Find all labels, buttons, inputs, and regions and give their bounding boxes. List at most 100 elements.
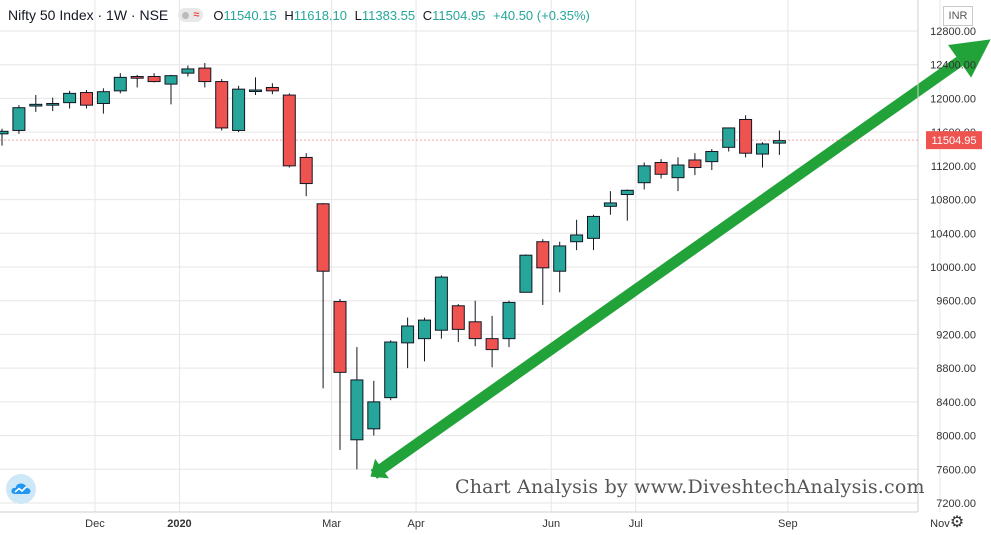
tradingview-logo-icon[interactable] xyxy=(6,474,36,504)
candle-body xyxy=(0,130,9,135)
candle-up[interactable] xyxy=(96,88,110,114)
candle-down[interactable] xyxy=(282,93,296,168)
candle-down[interactable] xyxy=(536,239,550,305)
candle-body xyxy=(553,245,567,272)
wave-icon: ≈ xyxy=(193,9,200,21)
candle-body xyxy=(367,401,381,430)
price-tick-label: 9600.00 xyxy=(936,296,976,308)
candle-up[interactable] xyxy=(418,317,431,362)
candle-up[interactable] xyxy=(181,65,195,77)
candle-up[interactable] xyxy=(46,97,60,112)
candle-down[interactable] xyxy=(299,153,313,197)
candle-body xyxy=(536,241,550,269)
high-label: H xyxy=(284,7,294,23)
candle-body xyxy=(570,234,584,243)
candle-down[interactable] xyxy=(265,83,279,95)
candle-body xyxy=(401,325,415,344)
candle-down[interactable] xyxy=(130,74,144,88)
candle-up[interactable] xyxy=(671,157,685,192)
candle-up[interactable] xyxy=(29,95,43,112)
time-tick-label: Mar xyxy=(322,518,341,530)
candle-down[interactable] xyxy=(215,79,229,131)
candle-up[interactable] xyxy=(587,214,600,251)
candle-up[interactable] xyxy=(756,142,769,168)
candle-down[interactable] xyxy=(198,63,212,88)
candle-up[interactable] xyxy=(705,149,719,171)
candle-up[interactable] xyxy=(367,380,381,436)
candle-up[interactable] xyxy=(164,74,178,105)
candle-body xyxy=(198,67,212,83)
candle-down[interactable] xyxy=(147,73,161,83)
watermark-text: Chart Analysis by www.DiveshtechAnalysis… xyxy=(455,476,925,498)
candle-down[interactable] xyxy=(468,300,482,347)
currency-button[interactable]: INR xyxy=(943,6,973,26)
time-tick-label: Nov xyxy=(930,518,950,530)
candle-body xyxy=(46,102,60,106)
candle-up[interactable] xyxy=(384,340,398,401)
symbol-title[interactable]: Nifty 50 Index · 1W · NSE xyxy=(8,7,169,23)
close-label: C xyxy=(422,7,433,23)
candle-body xyxy=(164,75,178,85)
grid-lines xyxy=(0,0,941,512)
candle-up[interactable] xyxy=(0,128,9,146)
candles[interactable] xyxy=(0,63,786,470)
price-tick-label: 7600.00 xyxy=(936,464,976,476)
candle-up[interactable] xyxy=(722,127,736,152)
candle-up[interactable] xyxy=(620,189,634,221)
candle-up[interactable] xyxy=(637,162,651,190)
candle-down[interactable] xyxy=(80,90,93,109)
time-tick-label: Dec xyxy=(85,518,105,530)
candle-body xyxy=(519,254,533,293)
price-tick-label: 12800.00 xyxy=(930,26,976,38)
candle-down[interactable] xyxy=(333,299,347,450)
candle-up[interactable] xyxy=(249,77,262,96)
candle-up[interactable] xyxy=(434,275,448,339)
candle-body xyxy=(113,76,127,92)
last-price-box xyxy=(926,131,982,150)
candle-up[interactable] xyxy=(401,317,415,369)
candle-down[interactable] xyxy=(316,202,330,389)
candle-up[interactable] xyxy=(772,130,786,155)
candle-up[interactable] xyxy=(12,105,26,134)
candle-body xyxy=(316,203,330,272)
candle-body xyxy=(130,76,144,79)
price-tick-label: 8400.00 xyxy=(936,397,976,409)
candle-up[interactable] xyxy=(502,300,516,348)
candle-down[interactable] xyxy=(739,115,753,158)
candle-up[interactable] xyxy=(570,219,584,251)
candle-up[interactable] xyxy=(63,90,77,109)
time-tick-label: Apr xyxy=(407,518,424,530)
candle-up[interactable] xyxy=(553,241,567,293)
candle-up[interactable] xyxy=(113,73,127,94)
candle-body xyxy=(756,143,769,155)
low-value: 11383.55 xyxy=(361,7,416,23)
price-tick-label: 12000.00 xyxy=(930,93,976,105)
candle-up[interactable] xyxy=(603,191,617,215)
candle-down[interactable] xyxy=(451,304,465,343)
candle-up[interactable] xyxy=(232,85,246,133)
candle-body xyxy=(620,189,634,196)
candle-body xyxy=(12,107,26,131)
candle-up[interactable] xyxy=(350,347,364,470)
market-status-badge[interactable]: ≈ xyxy=(178,8,204,22)
candle-down[interactable] xyxy=(654,159,668,179)
time-axis[interactable]: Dec 2020 Mar Apr Jun Jul Sep Nov xyxy=(85,518,950,530)
candle-body xyxy=(502,301,516,340)
candle-body xyxy=(282,94,296,167)
close-value: 11504.95 xyxy=(432,7,486,23)
time-tick-label: Jun xyxy=(542,518,560,530)
candle-body xyxy=(587,215,600,239)
candle-down[interactable] xyxy=(688,153,702,176)
open-label: O xyxy=(213,7,224,23)
candle-body xyxy=(637,165,651,184)
candle-up[interactable] xyxy=(519,254,533,293)
price-axis[interactable]: 12800.0012400.0012000.0011600.0011200.00… xyxy=(930,26,976,510)
last-price-marker: 11504.95 xyxy=(0,131,982,150)
settings-gear-icon[interactable]: ⚙ xyxy=(949,514,965,531)
candle-body xyxy=(96,91,110,104)
chart-legend: Nifty 50 Index · 1W · NSE ≈ O11540.15 H1… xyxy=(0,0,590,30)
candle-body xyxy=(654,161,668,175)
candle-down[interactable] xyxy=(485,315,499,368)
price-tick-label: 7200.00 xyxy=(936,498,976,510)
